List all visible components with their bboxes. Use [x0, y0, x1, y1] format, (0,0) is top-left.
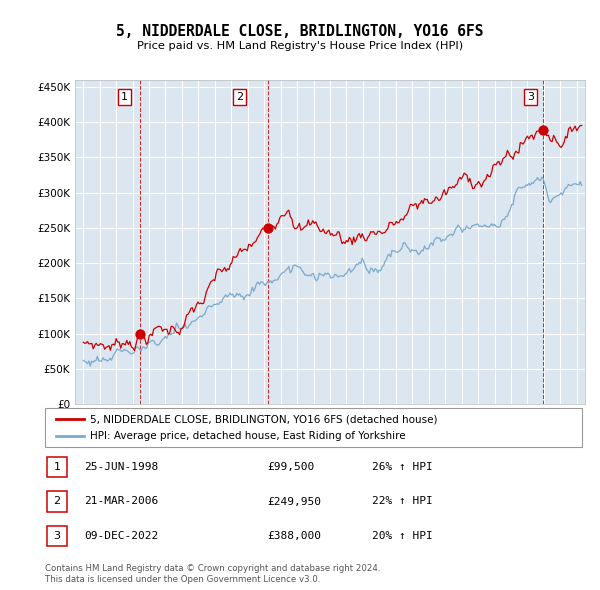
Text: 25-JUN-1998: 25-JUN-1998: [84, 463, 158, 472]
Text: 26% ↑ HPI: 26% ↑ HPI: [372, 463, 433, 472]
Text: 09-DEC-2022: 09-DEC-2022: [84, 531, 158, 540]
Text: 1: 1: [53, 463, 61, 472]
Text: 3: 3: [53, 531, 61, 540]
Point: [263, 223, 272, 232]
Text: HPI: Average price, detached house, East Riding of Yorkshire: HPI: Average price, detached house, East…: [90, 431, 406, 441]
Text: Price paid vs. HM Land Registry's House Price Index (HPI): Price paid vs. HM Land Registry's House …: [137, 41, 463, 51]
Text: £388,000: £388,000: [267, 531, 321, 540]
Text: 3: 3: [527, 92, 534, 102]
Text: £99,500: £99,500: [267, 463, 314, 472]
Text: 2: 2: [53, 497, 61, 506]
Text: This data is licensed under the Open Government Licence v3.0.: This data is licensed under the Open Gov…: [45, 575, 320, 584]
Text: 1: 1: [121, 92, 128, 102]
Text: Contains HM Land Registry data © Crown copyright and database right 2024.: Contains HM Land Registry data © Crown c…: [45, 565, 380, 573]
Point: [136, 329, 145, 339]
Point: [538, 126, 548, 135]
Text: 5, NIDDERDALE CLOSE, BRIDLINGTON, YO16 6FS: 5, NIDDERDALE CLOSE, BRIDLINGTON, YO16 6…: [116, 24, 484, 38]
Text: 2: 2: [236, 92, 243, 102]
Text: 22% ↑ HPI: 22% ↑ HPI: [372, 497, 433, 506]
Text: 5, NIDDERDALE CLOSE, BRIDLINGTON, YO16 6FS (detached house): 5, NIDDERDALE CLOSE, BRIDLINGTON, YO16 6…: [90, 414, 437, 424]
Text: 20% ↑ HPI: 20% ↑ HPI: [372, 531, 433, 540]
Text: 21-MAR-2006: 21-MAR-2006: [84, 497, 158, 506]
Text: £249,950: £249,950: [267, 497, 321, 506]
